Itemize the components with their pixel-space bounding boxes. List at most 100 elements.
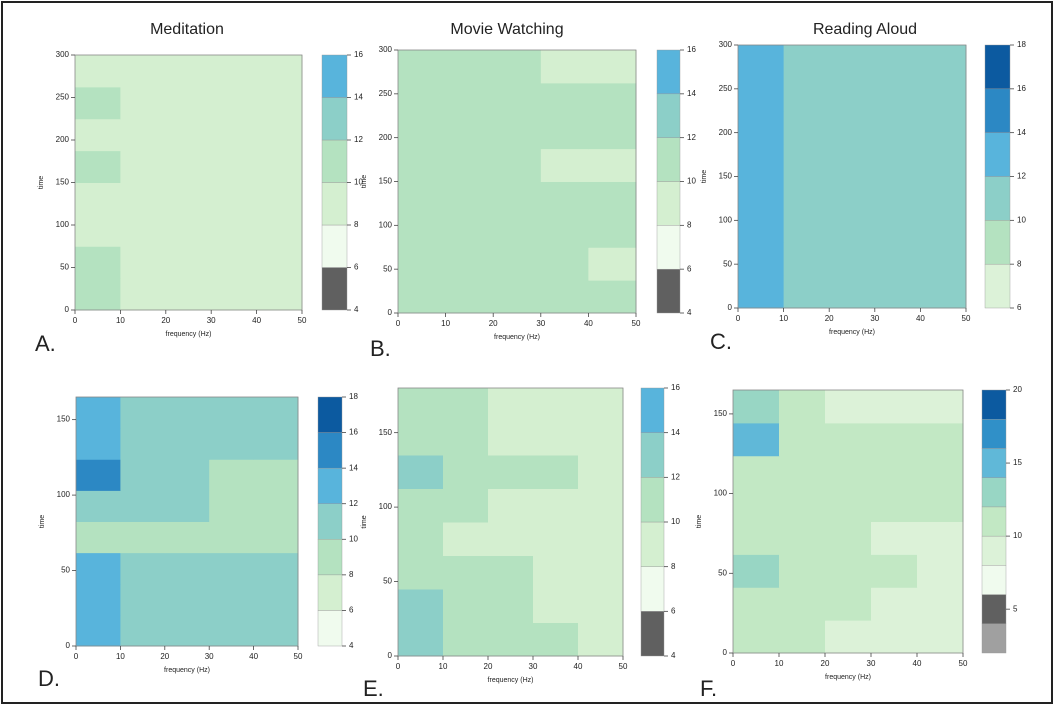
colorbar-tick-label: 20 xyxy=(1013,385,1022,394)
x-tick-label: 30 xyxy=(867,659,876,668)
colorbar-band xyxy=(981,623,1007,654)
colorbar-tick-label: 4 xyxy=(671,651,676,660)
heat-cell xyxy=(540,50,589,84)
panel-label: A. xyxy=(35,331,56,356)
colorbar-tick-label: 10 xyxy=(1013,531,1022,540)
heat-cell xyxy=(398,280,447,314)
y-axis-label: time xyxy=(361,515,368,528)
heat-cell xyxy=(253,459,299,491)
x-tick-label: 20 xyxy=(160,652,169,661)
colorbar-tick-label: 12 xyxy=(354,135,363,144)
x-tick-label: 10 xyxy=(116,652,125,661)
heat-cell xyxy=(920,110,967,145)
colorbar-band xyxy=(656,225,681,270)
x-tick-label: 30 xyxy=(529,662,538,671)
colorbar-band xyxy=(317,610,343,647)
heat-cell xyxy=(76,428,121,460)
x-tick-label: 20 xyxy=(825,314,834,323)
heat-cell xyxy=(165,214,212,247)
heat-cell xyxy=(493,50,542,84)
heat-cell xyxy=(588,148,637,182)
x-tick-label: 10 xyxy=(441,319,450,328)
heat-cell xyxy=(209,490,255,522)
heat-cell xyxy=(871,620,918,654)
heat-cell xyxy=(920,242,967,276)
colorbar-tick-label: 16 xyxy=(354,50,363,59)
y-axis-label: time xyxy=(38,176,45,189)
colorbar-band xyxy=(317,432,343,469)
colorbar-tick-label: 12 xyxy=(687,133,696,142)
heat-cell xyxy=(75,214,121,247)
y-tick-label: 100 xyxy=(57,490,71,499)
colorbar-band xyxy=(981,565,1007,595)
x-tick-label: 0 xyxy=(396,319,401,328)
heat-cell xyxy=(540,82,589,117)
heat-cell xyxy=(165,55,212,88)
colorbar-tick-label: 10 xyxy=(687,177,696,186)
heat-cell xyxy=(779,521,826,555)
heat-cell xyxy=(165,182,212,215)
heat-cell xyxy=(211,246,258,279)
heat-cell xyxy=(445,148,494,182)
y-tick-label: 150 xyxy=(719,172,733,181)
heat-cell xyxy=(493,115,542,150)
heat-cell xyxy=(164,397,210,429)
heat-cell xyxy=(211,55,258,88)
heat-cell xyxy=(164,614,210,647)
x-tick-label: 30 xyxy=(207,316,216,325)
colorbar-tick-label: 5 xyxy=(1013,604,1018,613)
heat-cell xyxy=(920,45,967,79)
colorbar-band xyxy=(656,137,681,182)
plot-frame xyxy=(397,387,624,657)
x-tick-label: 50 xyxy=(298,316,307,325)
heat-cell xyxy=(874,176,921,210)
heat-cell xyxy=(165,150,212,183)
heat-cell xyxy=(211,214,258,247)
heat-cell xyxy=(825,587,872,621)
heat-cell xyxy=(829,143,876,177)
heat-cell xyxy=(493,280,542,314)
y-tick-label: 150 xyxy=(714,409,728,418)
x-tick-label: 0 xyxy=(736,314,741,323)
y-tick-label: 50 xyxy=(383,264,392,273)
colorbar-band xyxy=(984,176,1011,221)
heat-cell xyxy=(488,555,534,590)
colorbar-band xyxy=(321,54,348,98)
heat-cell xyxy=(443,388,489,422)
heat-cell xyxy=(75,278,121,311)
heat-cell xyxy=(443,589,489,623)
heat-cell xyxy=(76,552,121,585)
heat-cell xyxy=(588,247,637,281)
heat-cell xyxy=(871,390,918,424)
heat-cell xyxy=(164,490,210,522)
colorbar-band xyxy=(640,432,665,478)
y-tick-label: 0 xyxy=(66,641,71,650)
colorbar-band xyxy=(640,387,665,433)
heat-cell xyxy=(533,555,579,590)
panel-label: D. xyxy=(38,666,60,691)
heat-cell xyxy=(493,214,542,248)
heat-cell xyxy=(253,583,299,616)
x-axis-label: frequency (Hz) xyxy=(164,667,210,674)
panel-label: E. xyxy=(363,676,384,701)
heat-cell xyxy=(829,77,876,112)
heat-cell xyxy=(738,275,785,309)
heat-cell xyxy=(540,115,589,150)
heat-cell xyxy=(211,86,258,120)
heat-cell xyxy=(445,214,494,248)
heat-cell xyxy=(733,455,780,490)
heat-cell xyxy=(829,176,876,210)
colorbar-band xyxy=(321,182,348,226)
heat-cell xyxy=(443,622,489,657)
panel-title: Meditation xyxy=(150,21,224,38)
heat-cell xyxy=(120,214,167,247)
heat-cell xyxy=(256,246,303,279)
colorbar-band xyxy=(656,268,681,314)
heat-cell xyxy=(588,82,637,117)
heat-cell xyxy=(578,555,624,590)
heat-cell xyxy=(783,275,830,309)
y-tick-label: 50 xyxy=(718,568,727,577)
y-tick-label: 50 xyxy=(61,566,70,575)
heat-cell xyxy=(874,45,921,79)
x-tick-label: 40 xyxy=(574,662,583,671)
